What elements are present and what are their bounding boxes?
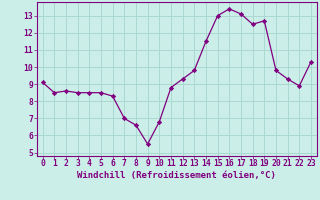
X-axis label: Windchill (Refroidissement éolien,°C): Windchill (Refroidissement éolien,°C) bbox=[77, 171, 276, 180]
